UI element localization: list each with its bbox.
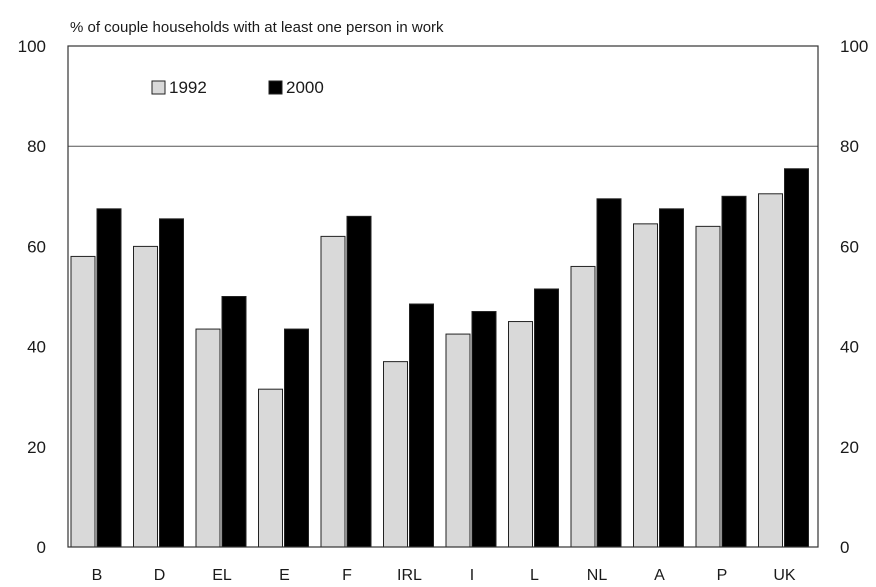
category-label-A: A <box>654 567 665 584</box>
bar-2000-NL <box>596 198 622 548</box>
bar-1992-E <box>258 388 283 548</box>
bar-2000-L <box>534 288 559 548</box>
y-tick-label-left: 20 <box>27 438 46 457</box>
y-tick-label-left: 100 <box>18 37 46 56</box>
category-labels: B D EL E F IRL I L NL A P UK <box>92 567 796 584</box>
bar-2000-UK <box>784 168 809 548</box>
bar-1992-A <box>633 223 658 548</box>
bar-2000-D <box>159 218 184 548</box>
legend-label-2000: 2000 <box>286 78 324 97</box>
bar-2000-EL <box>221 296 247 548</box>
y-tick-label-right: 40 <box>840 338 859 357</box>
y-tick-label-right: 100 <box>840 37 868 56</box>
legend-swatch-1992 <box>151 80 166 95</box>
category-label-P: P <box>717 567 728 584</box>
chart-title: % of couple households with at least one… <box>70 19 444 36</box>
bar-2000-A <box>659 208 684 548</box>
bar-2000-IRL <box>409 303 434 548</box>
bar-2000-E <box>284 328 309 548</box>
plot-frame <box>67 45 819 548</box>
y-tick-label-right: 0 <box>840 538 849 557</box>
bar-2000-F <box>346 215 372 548</box>
legend: 1992 2000 <box>151 78 324 97</box>
bar-1992-IRL <box>383 361 408 548</box>
bar-2000-I <box>471 311 497 548</box>
y-tick-label-right: 20 <box>840 438 859 457</box>
bar-1992-I <box>445 333 471 548</box>
bar-1992-D <box>133 245 158 548</box>
y-tick-label-left: 0 <box>37 538 46 557</box>
category-label-F: F <box>342 567 352 584</box>
bar-1992-L <box>508 321 533 548</box>
y-tick-label-right: 80 <box>840 137 859 156</box>
category-label-E: E <box>279 567 290 584</box>
y-tick-label-left: 80 <box>27 137 46 156</box>
category-label-I: I <box>470 567 474 584</box>
category-label-B: B <box>92 567 103 584</box>
y-tick-label-left: 60 <box>27 237 46 256</box>
y-tick-label-right: 60 <box>840 237 859 256</box>
ticks-layer: 0 0 20 20 40 40 60 60 80 80 100 100 <box>18 37 869 557</box>
bars-layer <box>70 168 809 548</box>
bar-1992-NL <box>570 265 596 548</box>
category-label-IRL: IRL <box>397 567 422 584</box>
category-label-D: D <box>154 567 166 584</box>
bar-2000-P <box>721 195 747 548</box>
bar-1992-P <box>695 225 721 548</box>
category-label-EL: EL <box>212 567 232 584</box>
category-label-UK: UK <box>773 567 796 584</box>
bar-1992-UK <box>758 193 783 548</box>
bar-1992-B <box>70 255 96 548</box>
axes-layer <box>67 45 819 548</box>
legend-label-1992: 1992 <box>169 78 207 97</box>
legend-swatch-2000 <box>268 80 283 95</box>
bar-2000-B <box>96 208 122 548</box>
y-tick-label-left: 40 <box>27 338 46 357</box>
bar-1992-F <box>320 235 346 548</box>
category-label-NL: NL <box>587 567 608 584</box>
category-label-L: L <box>530 567 539 584</box>
bar-1992-EL <box>195 328 221 548</box>
